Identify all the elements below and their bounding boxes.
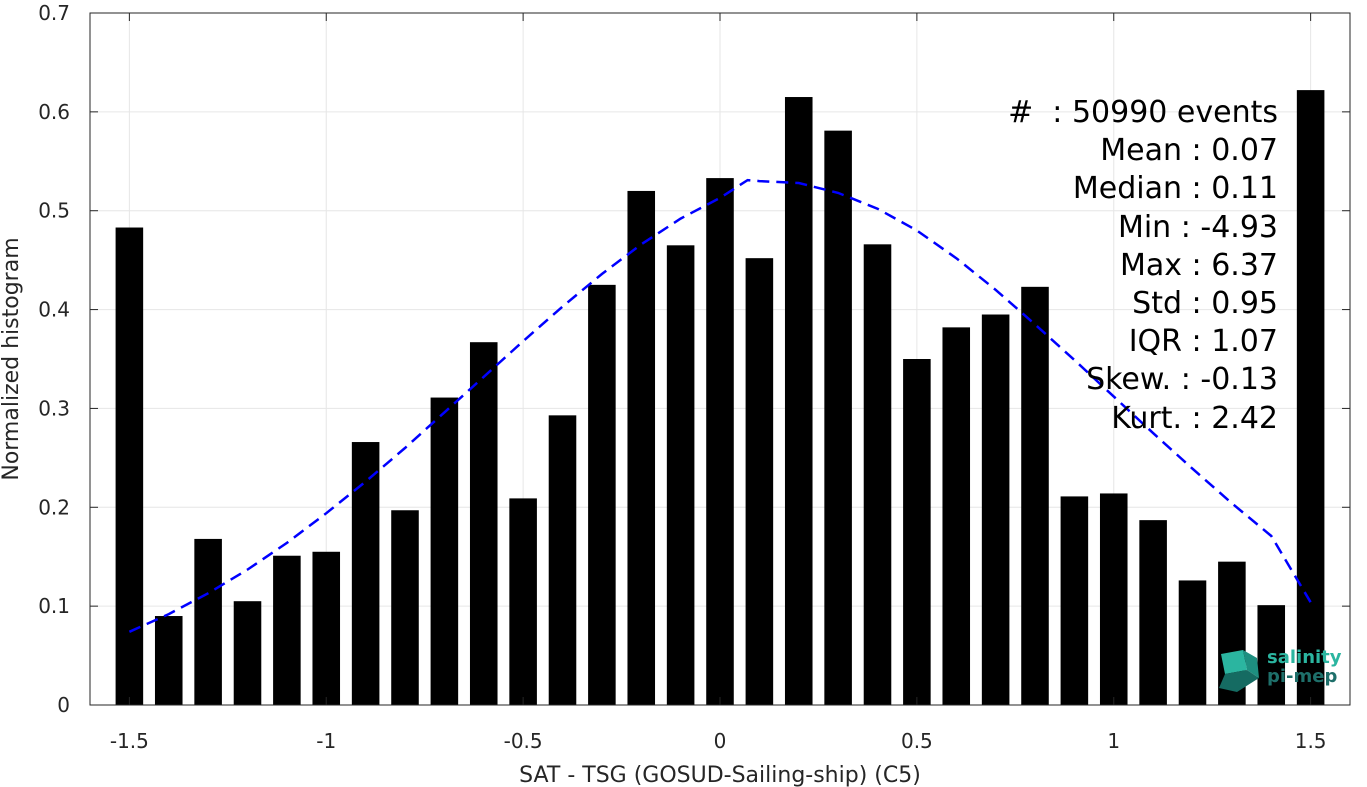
histogram-bar: [745, 258, 774, 705]
stat-kurt: Kurt. : 2.42: [1111, 400, 1278, 436]
x-tick-label: -0.5: [504, 729, 543, 753]
y-tick-label: 0.4: [38, 298, 70, 322]
histogram-bar: [627, 190, 656, 705]
histogram-bar: [1178, 580, 1207, 705]
x-tick-label: -1.5: [110, 729, 149, 753]
histogram-bar: [351, 442, 380, 705]
histogram-bar: [194, 538, 222, 705]
histogram-bar: [903, 359, 931, 705]
x-tick-label: 1.5: [1295, 729, 1327, 753]
histogram-bar: [1021, 286, 1049, 705]
logo-cube-icon: [1219, 650, 1259, 692]
y-tick-label: 0.2: [38, 495, 70, 519]
x-tick-label: -1: [316, 729, 336, 753]
x-tick-label: 0.5: [901, 729, 933, 753]
histogram-bar: [312, 551, 341, 705]
histogram-bar: [863, 244, 892, 705]
histogram-bar: [391, 510, 419, 705]
histogram-bar: [942, 327, 971, 705]
histogram-bar: [430, 397, 459, 705]
histogram-bar: [1296, 90, 1325, 705]
histogram-bar: [1139, 520, 1167, 705]
x-tick-label: 1: [1107, 729, 1120, 753]
logo-text-salinity: salinity: [1267, 647, 1342, 668]
stat-std: Std : 0.95: [1132, 286, 1278, 322]
histogram-bars: [115, 90, 1325, 706]
histogram-bar: [233, 601, 262, 705]
x-axis-ticks: -1.5 -1 -0.5 0 0.5 1 1.5: [110, 13, 1327, 753]
histogram-bar: [1257, 605, 1286, 705]
histogram-bar: [1060, 496, 1089, 705]
y-tick-label: 0.5: [38, 199, 70, 223]
histogram-bar: [273, 555, 301, 705]
stat-min: Min : -4.93: [1117, 209, 1278, 245]
histogram-bar: [784, 97, 813, 706]
histogram-bar: [115, 227, 144, 705]
stat-skew: Skew. : -0.13: [1086, 362, 1278, 398]
stat-iqr: IQR : 1.07: [1128, 324, 1278, 360]
histogram-bar: [548, 415, 577, 705]
y-tick-label: 0.7: [38, 1, 70, 25]
y-tick-label: 0.6: [38, 100, 70, 124]
histogram-bar: [981, 314, 1010, 705]
statistics-box: # : 50990 events Mean : 0.07 Median : 0.…: [1008, 94, 1278, 438]
histogram-bar: [1099, 493, 1128, 705]
y-axis-ticks: 0 0.1 0.2 0.3 0.4 0.5 0.6 0.7: [38, 1, 1350, 717]
gaussian-fit-curve: [128, 178, 1312, 633]
y-tick-label: 0.1: [38, 594, 70, 618]
stat-max: Max : 6.37: [1120, 247, 1278, 283]
histogram-bar: [706, 178, 734, 705]
logo-text-pimep: pi-mep: [1267, 666, 1338, 687]
y-tick-label: 0: [57, 693, 70, 717]
histogram-bar: [509, 498, 537, 705]
x-axis-label: SAT - TSG (GOSUD-Sailing-ship) (C5): [519, 763, 921, 787]
stat-count: # : 50990 events: [1008, 95, 1278, 130]
stat-median: Median : 0.11: [1072, 171, 1278, 207]
histogram-bar: [154, 616, 183, 705]
histogram-bar: [469, 342, 498, 705]
histogram-bar: [588, 284, 616, 705]
salinity-pimep-logo: salinity pi-mep: [1217, 648, 1347, 694]
y-axis-label: Normalized histogram: [0, 237, 24, 480]
stat-mean: Mean : 0.07: [1100, 133, 1278, 169]
x-tick-label: 0: [714, 729, 727, 753]
histogram-bar: [824, 130, 852, 705]
histogram-bar: [666, 245, 695, 706]
y-tick-label: 0.3: [38, 396, 70, 420]
